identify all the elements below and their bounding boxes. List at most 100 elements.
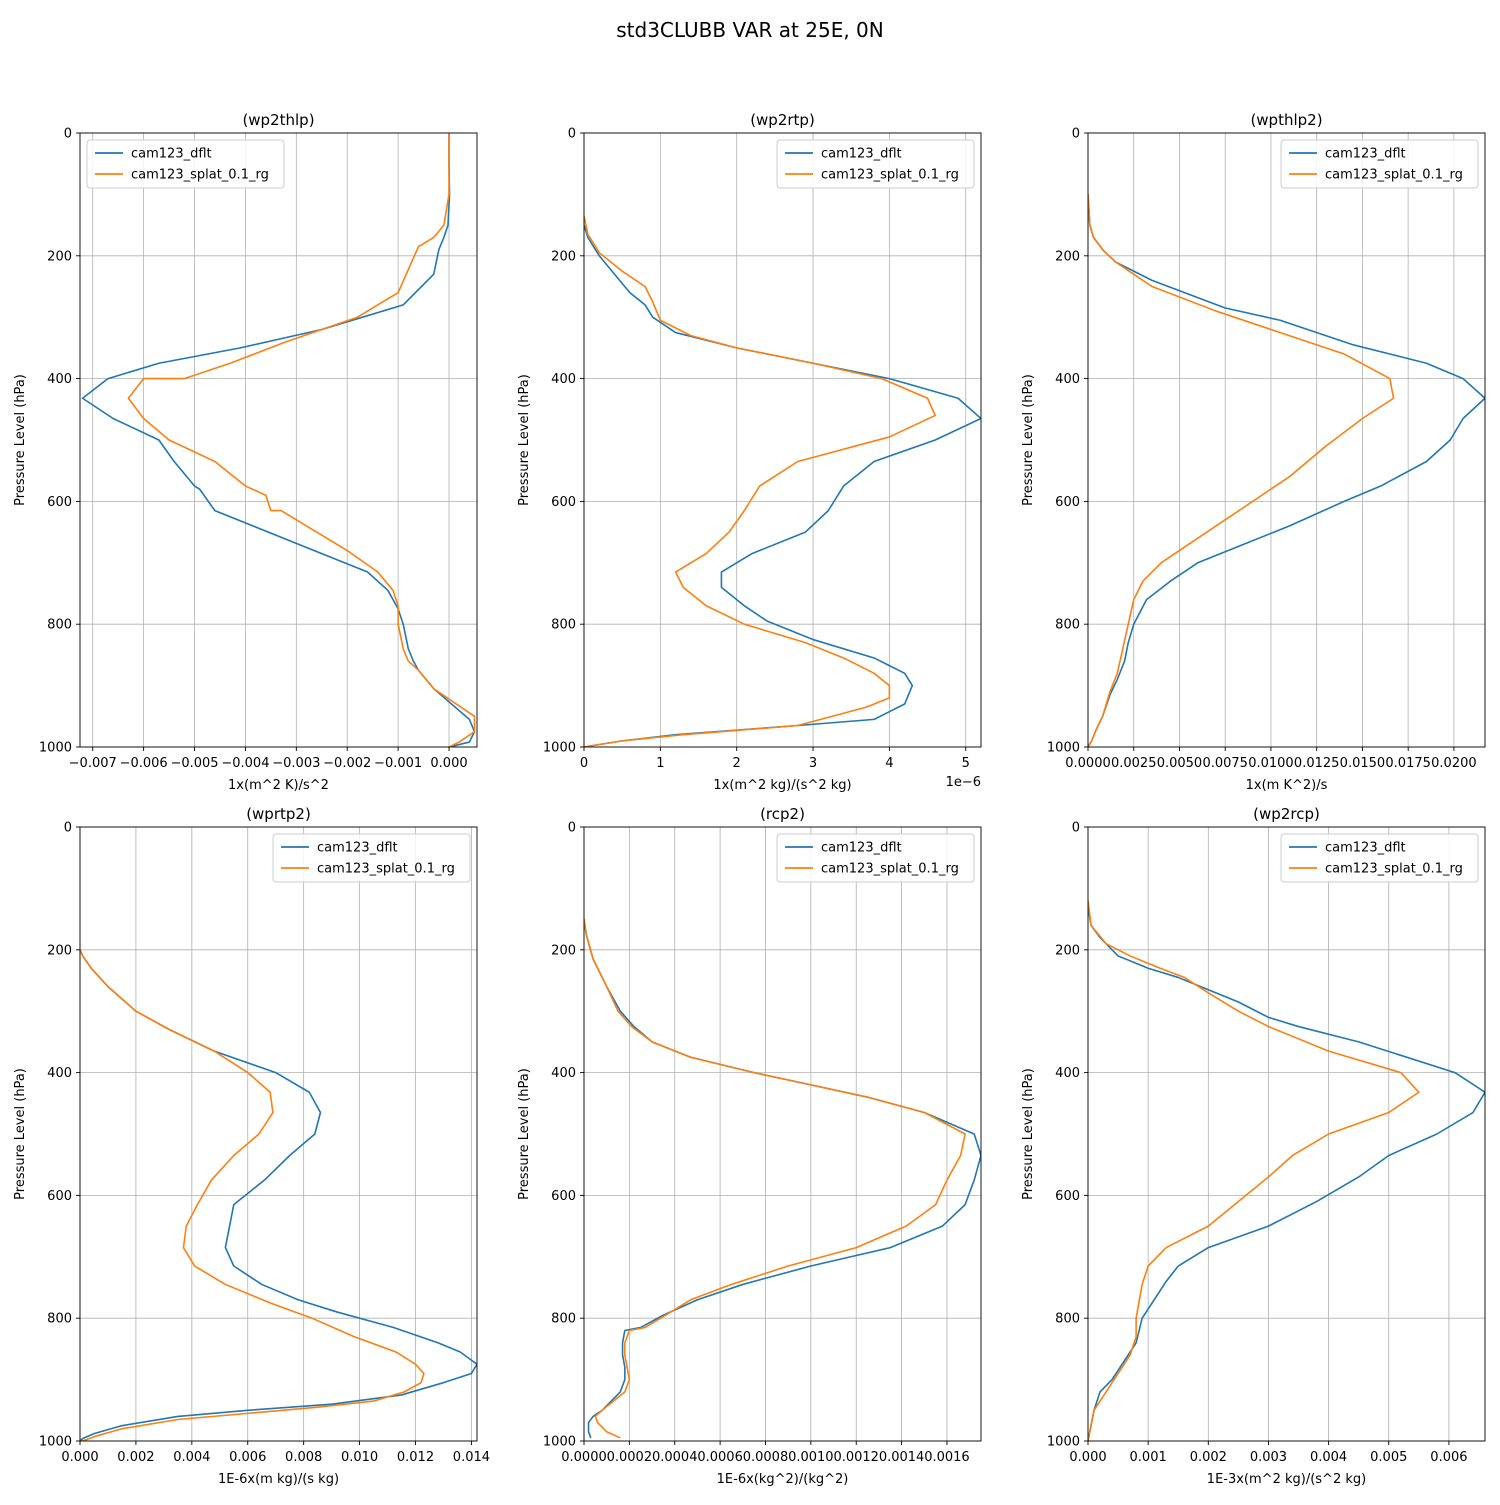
series-line-dflt (584, 224, 981, 747)
legend-label: cam123_dflt (317, 841, 398, 856)
legend-box (272, 833, 471, 883)
x-tick-label: 0.012 (397, 1450, 434, 1465)
x-tick-label: −0.004 (221, 756, 269, 771)
y-tick-label: 600 (47, 495, 72, 510)
x-tick-label: 0.0002 (607, 1450, 653, 1465)
x-tick-label: 0.004 (1310, 1450, 1347, 1465)
series-line-splat (584, 918, 966, 1439)
y-tick-label: 1000 (39, 1435, 72, 1450)
legend: cam123_dflt cam123_splat_0.1_rg (776, 139, 975, 189)
y-tick-label: 800 (47, 618, 72, 633)
y-axis-label: Pressure Level (hPa) (517, 1068, 532, 1200)
panels: −0.007 −0.006 −0.005 −0.004 −0.003 −0.002 −0.0… (13, 111, 1486, 1487)
y-tick-label: 0 (568, 127, 576, 142)
x-axis-label: 1E-6x(m kg)/(s kg) (218, 1472, 339, 1487)
panel-title: (wp2rtp) (750, 111, 815, 129)
x-tick-label: 0.006 (229, 1450, 266, 1465)
y-tick-label: 1000 (543, 741, 576, 756)
x-tick-label: 0.0014 (879, 1450, 925, 1465)
legend-label: cam123_splat_0.1_rg (1325, 168, 1463, 183)
y-tick-label: 800 (551, 618, 576, 633)
legend-box (776, 139, 975, 189)
x-tick-label: 0.0175 (1385, 756, 1431, 771)
x-tick-label: 0.0150 (1340, 756, 1386, 771)
y-tick-label: 600 (1055, 495, 1080, 510)
y-tick-label: 400 (1055, 372, 1080, 387)
x-tick-label: 0.0000 (1065, 756, 1111, 771)
panel-title: (rcp2) (760, 805, 805, 823)
y-tick-label: 400 (47, 1066, 72, 1081)
y-tick-label: 600 (551, 495, 576, 510)
x-tick-label: 0.001 (1130, 1450, 1167, 1465)
x-tick-label: 2 (733, 756, 741, 771)
y-tick-label: 0 (64, 821, 72, 836)
y-tick-label: 600 (47, 1189, 72, 1204)
x-tick-label: −0.005 (170, 756, 218, 771)
y-tick-label: 200 (47, 943, 72, 958)
x-tick-label: 0 (580, 756, 588, 771)
x-tick-label: 0.008 (285, 1450, 322, 1465)
y-tick-label: 200 (1055, 943, 1080, 958)
y-axis-label: Pressure Level (hPa) (517, 374, 532, 506)
x-tick-label: −0.006 (120, 756, 168, 771)
x-tick-label: 5 (962, 756, 970, 771)
y-tick-label: 400 (47, 372, 72, 387)
panel-2: 0.0000 0.0025 0.0050 0.0075 0.0100 0.0125 0.01… (1021, 111, 1486, 793)
x-tick-label: 0.0075 (1202, 756, 1248, 771)
y-tick-label: 200 (551, 943, 576, 958)
x-tick-label: −0.003 (272, 756, 320, 771)
legend-box (86, 139, 285, 189)
x-tick-label: 0.005 (1370, 1450, 1407, 1465)
y-axis-label: Pressure Level (hPa) (1021, 374, 1036, 506)
x-tick-label: 0.006 (1430, 1450, 1467, 1465)
panel-title: (wpthlp2) (1250, 111, 1322, 129)
y-tick-label: 400 (1055, 1066, 1080, 1081)
y-tick-label: 200 (47, 249, 72, 264)
series-group (584, 918, 981, 1439)
series-line-splat (584, 215, 936, 747)
legend: cam123_dflt cam123_splat_0.1_rg (1280, 139, 1479, 189)
x-tick-label: 0.0125 (1294, 756, 1340, 771)
y-tick-label: 800 (47, 1312, 72, 1327)
panel-title: (wp2thlp) (242, 111, 314, 129)
legend-box (1280, 833, 1479, 883)
y-tick-label: 1000 (1047, 1435, 1080, 1450)
y-tick-label: 1000 (1047, 741, 1080, 756)
y-tick-label: 1000 (543, 1435, 576, 1450)
series-line-splat (80, 949, 425, 1441)
legend-label: cam123_dflt (131, 147, 212, 162)
series-group (80, 949, 477, 1441)
x-tick-label: 0.0050 (1157, 756, 1203, 771)
y-tick-label: 0 (64, 127, 72, 142)
legend: cam123_dflt cam123_splat_0.1_rg (1280, 833, 1479, 883)
x-axis-label: 1x(m^2 kg)/(s^2 kg) (713, 778, 851, 793)
x-tick-label: −0.007 (69, 756, 117, 771)
x-tick-label: 0.0010 (788, 1450, 834, 1465)
legend-label: cam123_splat_0.1_rg (131, 168, 269, 183)
x-tick-label: 0.0200 (1431, 756, 1477, 771)
x-tick-label: 0.0012 (833, 1450, 879, 1465)
x-tick-label: 0.002 (117, 1450, 154, 1465)
legend-label: cam123_dflt (821, 841, 902, 856)
y-tick-label: 800 (1055, 618, 1080, 633)
x-tick-label: 0.0008 (743, 1450, 789, 1465)
x-tick-label: 0.0006 (697, 1450, 743, 1465)
y-tick-label: 1000 (39, 741, 72, 756)
y-tick-label: 200 (1055, 249, 1080, 264)
x-tick-label: 3 (809, 756, 817, 771)
panel-0: −0.007 −0.006 −0.005 −0.004 −0.003 −0.002 −0.0… (13, 111, 478, 793)
axes-frame (1087, 132, 1486, 748)
x-tick-label: −0.002 (323, 756, 371, 771)
x-tick-label: 0.000 (1069, 1450, 1106, 1465)
axes-frame (79, 132, 478, 748)
y-tick-label: 400 (551, 372, 576, 387)
x-axis-label: 1E-3x(m^2 kg)/(s^2 kg) (1207, 1472, 1366, 1487)
series-group (1088, 194, 1485, 747)
figure-title: std3CLUBB VAR at 25E, 0N (616, 18, 884, 42)
x-tick-label: 0.0004 (652, 1450, 698, 1465)
legend-box (776, 833, 975, 883)
axes-frame (583, 132, 982, 748)
axes-frame (79, 826, 478, 1442)
